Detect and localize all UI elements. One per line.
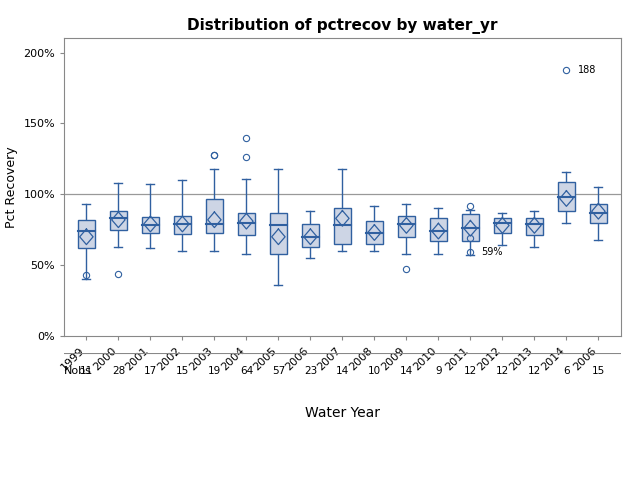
FancyBboxPatch shape <box>333 208 351 244</box>
FancyBboxPatch shape <box>525 218 543 235</box>
Text: 11: 11 <box>80 366 93 376</box>
Text: 9: 9 <box>435 366 442 376</box>
FancyBboxPatch shape <box>237 213 255 235</box>
Title: Distribution of pctrecov by water_yr: Distribution of pctrecov by water_yr <box>187 18 498 34</box>
FancyBboxPatch shape <box>109 211 127 230</box>
FancyBboxPatch shape <box>269 213 287 254</box>
Text: 188: 188 <box>578 65 596 74</box>
Text: 15: 15 <box>592 366 605 376</box>
Text: 10: 10 <box>368 366 381 376</box>
FancyBboxPatch shape <box>397 216 415 237</box>
FancyBboxPatch shape <box>429 218 447 241</box>
FancyBboxPatch shape <box>77 220 95 248</box>
Text: 12: 12 <box>464 366 477 376</box>
Text: Nobs: Nobs <box>64 366 92 376</box>
Text: 28: 28 <box>112 366 125 376</box>
FancyBboxPatch shape <box>205 199 223 232</box>
Text: 64: 64 <box>240 366 253 376</box>
FancyBboxPatch shape <box>365 221 383 244</box>
Text: 19: 19 <box>208 366 221 376</box>
FancyBboxPatch shape <box>493 218 511 232</box>
Text: Water Year: Water Year <box>305 406 380 420</box>
Text: 6: 6 <box>563 366 570 376</box>
Text: 14: 14 <box>336 366 349 376</box>
Text: 14: 14 <box>400 366 413 376</box>
FancyBboxPatch shape <box>141 217 159 232</box>
Text: 17: 17 <box>144 366 157 376</box>
FancyBboxPatch shape <box>173 216 191 234</box>
Text: 59%: 59% <box>481 247 503 257</box>
Text: 12: 12 <box>496 366 509 376</box>
Text: 15: 15 <box>176 366 189 376</box>
Text: 57: 57 <box>272 366 285 376</box>
Text: 23: 23 <box>304 366 317 376</box>
Text: 12: 12 <box>528 366 541 376</box>
FancyBboxPatch shape <box>461 214 479 241</box>
Y-axis label: Pct Recovery: Pct Recovery <box>4 146 18 228</box>
FancyBboxPatch shape <box>301 224 319 247</box>
FancyBboxPatch shape <box>557 181 575 211</box>
FancyBboxPatch shape <box>589 204 607 223</box>
